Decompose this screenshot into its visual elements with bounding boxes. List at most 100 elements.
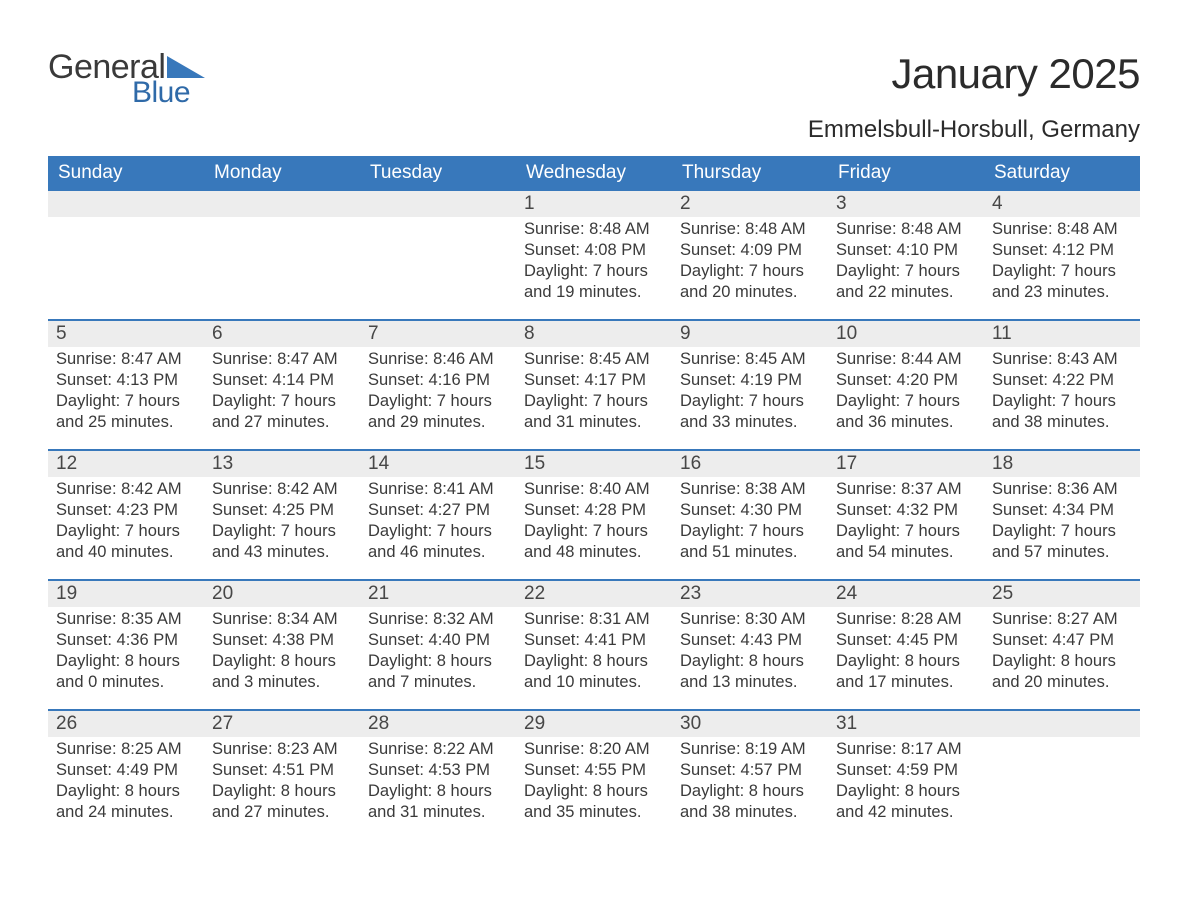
calendar-day: 9Sunrise: 8:45 AMSunset: 4:19 PMDaylight… (672, 321, 828, 449)
day-details: Sunrise: 8:42 AMSunset: 4:25 PMDaylight:… (204, 477, 360, 569)
sunset-text: Sunset: 4:23 PM (56, 500, 196, 521)
day-number-row: 12 (48, 451, 204, 477)
daylight-text: Daylight: 7 hours and 23 minutes. (992, 261, 1132, 303)
daylight-text: Daylight: 7 hours and 19 minutes. (524, 261, 664, 303)
daylight-text: Daylight: 7 hours and 36 minutes. (836, 391, 976, 433)
sunrise-text: Sunrise: 8:47 AM (56, 349, 196, 370)
page-title: January 2025 (808, 50, 1140, 98)
day-number: 6 (212, 323, 223, 344)
daylight-text: Daylight: 7 hours and 29 minutes. (368, 391, 508, 433)
sunset-text: Sunset: 4:30 PM (680, 500, 820, 521)
calendar-day: 13Sunrise: 8:42 AMSunset: 4:25 PMDayligh… (204, 451, 360, 579)
day-details: Sunrise: 8:22 AMSunset: 4:53 PMDaylight:… (360, 737, 516, 829)
day-number: 14 (368, 453, 389, 474)
sunset-text: Sunset: 4:57 PM (680, 760, 820, 781)
calendar-week: 12Sunrise: 8:42 AMSunset: 4:23 PMDayligh… (48, 449, 1140, 579)
daylight-text: Daylight: 7 hours and 27 minutes. (212, 391, 352, 433)
daylight-text: Daylight: 7 hours and 33 minutes. (680, 391, 820, 433)
calendar-day: 6 Sunrise: 8:47 AMSunset: 4:14 PMDaylight… (204, 321, 360, 449)
weekday-header: Wednesday (516, 156, 672, 191)
calendar-day: 19Sunrise: 8:35 AMSunset: 4:36 PMDayligh… (48, 581, 204, 709)
sunset-text: Sunset: 4:27 PM (368, 500, 508, 521)
day-details (204, 217, 360, 225)
day-number-row: 17 (828, 451, 984, 477)
day-number: 1 (524, 193, 535, 214)
day-number-row: 6 (204, 321, 360, 347)
day-number: 10 (836, 323, 857, 344)
sunrise-text: Sunrise: 8:40 AM (524, 479, 664, 500)
day-details: Sunrise: 8:47 AMSunset: 4:14 PMDaylight:… (204, 347, 360, 439)
day-number-row: 24 (828, 581, 984, 607)
day-number-row: 11 (984, 321, 1140, 347)
sunrise-text: Sunrise: 8:43 AM (992, 349, 1132, 370)
sunrise-text: Sunrise: 8:17 AM (836, 739, 976, 760)
calendar-day: 3Sunrise: 8:48 AMSunset: 4:10 PMDaylight… (828, 191, 984, 319)
day-details: Sunrise: 8:32 AMSunset: 4:40 PMDaylight:… (360, 607, 516, 699)
sunset-text: Sunset: 4:59 PM (836, 760, 976, 781)
daylight-text: Daylight: 7 hours and 25 minutes. (56, 391, 196, 433)
daylight-text: Daylight: 7 hours and 54 minutes. (836, 521, 976, 563)
calendar-day: 20Sunrise: 8:34 AMSunset: 4:38 PMDayligh… (204, 581, 360, 709)
day-number-row: 4 (984, 191, 1140, 217)
sunset-text: Sunset: 4:09 PM (680, 240, 820, 261)
day-details: Sunrise: 8:20 AMSunset: 4:55 PMDaylight:… (516, 737, 672, 829)
day-number: 31 (836, 713, 857, 734)
day-number-row: 22 (516, 581, 672, 607)
daylight-text: Daylight: 8 hours and 35 minutes. (524, 781, 664, 823)
calendar-week: 5Sunrise: 8:47 AMSunset: 4:13 PMDaylight… (48, 319, 1140, 449)
sunrise-text: Sunrise: 8:34 AM (212, 609, 352, 630)
daylight-text: Daylight: 8 hours and 10 minutes. (524, 651, 664, 693)
day-number: 24 (836, 583, 857, 604)
sunrise-text: Sunrise: 8:48 AM (836, 219, 976, 240)
day-details: Sunrise: 8:48 AMSunset: 4:09 PMDaylight:… (672, 217, 828, 309)
daylight-text: Daylight: 7 hours and 51 minutes. (680, 521, 820, 563)
sunset-text: Sunset: 4:49 PM (56, 760, 196, 781)
daylight-text: Daylight: 7 hours and 43 minutes. (212, 521, 352, 563)
day-number: 20 (212, 583, 233, 604)
sunset-text: Sunset: 4:22 PM (992, 370, 1132, 391)
day-details (984, 737, 1140, 745)
day-number-row: 28 (360, 711, 516, 737)
sunset-text: Sunset: 4:40 PM (368, 630, 508, 651)
day-details: Sunrise: 8:46 AMSunset: 4:16 PMDaylight:… (360, 347, 516, 439)
sunset-text: Sunset: 4:12 PM (992, 240, 1132, 261)
day-details: Sunrise: 8:41 AMSunset: 4:27 PMDaylight:… (360, 477, 516, 569)
sunset-text: Sunset: 4:53 PM (368, 760, 508, 781)
sunrise-text: Sunrise: 8:32 AM (368, 609, 508, 630)
sunrise-text: Sunrise: 8:23 AM (212, 739, 352, 760)
calendar-week: 19Sunrise: 8:35 AMSunset: 4:36 PMDayligh… (48, 579, 1140, 709)
day-number-row: 21 (360, 581, 516, 607)
sunset-text: Sunset: 4:43 PM (680, 630, 820, 651)
day-number: 18 (992, 453, 1013, 474)
calendar-day: 17Sunrise: 8:37 AMSunset: 4:32 PMDayligh… (828, 451, 984, 579)
day-number: 26 (56, 713, 77, 734)
calendar-page: General Blue January 2025 Emmelsbull-Hor… (0, 0, 1188, 879)
weekday-header: Saturday (984, 156, 1140, 191)
day-details: Sunrise: 8:40 AMSunset: 4:28 PMDaylight:… (516, 477, 672, 569)
day-details: Sunrise: 8:37 AMSunset: 4:32 PMDaylight:… (828, 477, 984, 569)
daylight-text: Daylight: 8 hours and 0 minutes. (56, 651, 196, 693)
day-number-row: 26 (48, 711, 204, 737)
day-details: Sunrise: 8:47 AMSunset: 4:13 PMDaylight:… (48, 347, 204, 439)
sunset-text: Sunset: 4:13 PM (56, 370, 196, 391)
calendar-day: 29Sunrise: 8:20 AMSunset: 4:55 PMDayligh… (516, 711, 672, 839)
sunset-text: Sunset: 4:41 PM (524, 630, 664, 651)
calendar-day: 30Sunrise: 8:19 AMSunset: 4:57 PMDayligh… (672, 711, 828, 839)
weekday-header: Tuesday (360, 156, 516, 191)
sunrise-text: Sunrise: 8:36 AM (992, 479, 1132, 500)
day-number: 11 (992, 323, 1012, 344)
sunset-text: Sunset: 4:08 PM (524, 240, 664, 261)
sunrise-text: Sunrise: 8:48 AM (992, 219, 1132, 240)
day-number-row: 18 (984, 451, 1140, 477)
calendar-day (360, 191, 516, 319)
day-number: 19 (56, 583, 77, 604)
weekday-header: Friday (828, 156, 984, 191)
day-number: 7 (368, 323, 379, 344)
logo: General Blue (48, 50, 205, 108)
day-number-row: 19 (48, 581, 204, 607)
sunrise-text: Sunrise: 8:28 AM (836, 609, 976, 630)
calendar-day: 21Sunrise: 8:32 AMSunset: 4:40 PMDayligh… (360, 581, 516, 709)
day-details: Sunrise: 8:38 AMSunset: 4:30 PMDaylight:… (672, 477, 828, 569)
day-details: Sunrise: 8:27 AMSunset: 4:47 PMDaylight:… (984, 607, 1140, 699)
day-details: Sunrise: 8:48 AMSunset: 4:10 PMDaylight:… (828, 217, 984, 309)
